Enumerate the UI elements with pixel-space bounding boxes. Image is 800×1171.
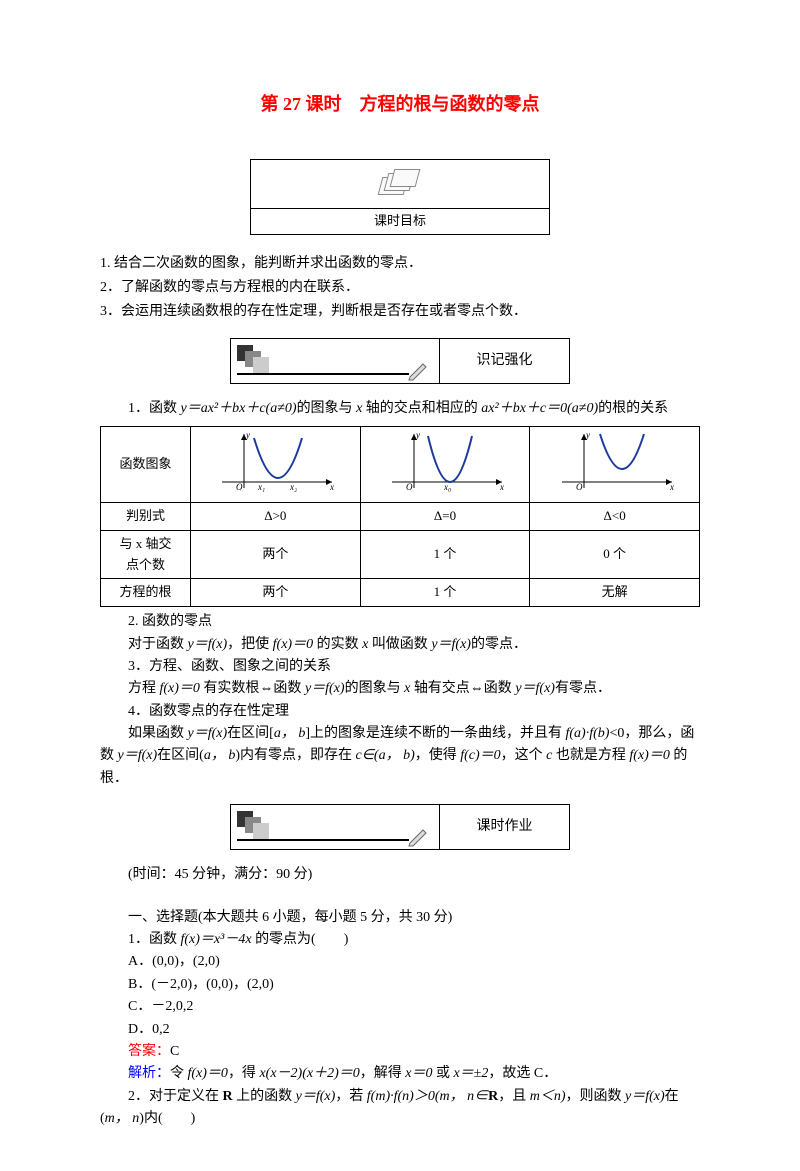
svg-text:y: y: [245, 430, 250, 440]
svg-text:x: x: [499, 482, 504, 492]
objective-1: 1. 结合二次函数的图象，能判断并求出函数的零点．: [100, 253, 700, 275]
p4-body: 如果函数 y＝f(x)在区间[a， b]上的图象是连续不断的一条曲线，并且有 f…: [100, 723, 700, 790]
p3-body: 方程 f(x)＝0 有实数根⇔函数 y＝f(x)的图象与 x 轴有交点⇔函数 y…: [100, 678, 700, 700]
svg-text:x: x: [329, 482, 334, 492]
row-head-disc: 判别式: [101, 502, 191, 530]
graph-cell-2: O y x x₀: [360, 427, 530, 503]
q1-opt-d: D．0,2: [100, 1019, 700, 1041]
p1-end: 的根的关系: [598, 401, 668, 416]
relation-table: 函数图象 O y x x₁ x₂ O: [100, 426, 700, 607]
graph-cell-3: O y x: [530, 427, 700, 503]
p4-head: 4．函数零点的存在性定理: [100, 701, 700, 723]
p1-eq2: ax²＋bx＋c＝0(a≠0): [481, 401, 598, 416]
row-head-graph: 函数图象: [101, 427, 191, 503]
p2-body: 对于函数 y＝f(x)，把使 f(x)＝0 的实数 x 叫做函数 y＝f(x)的…: [100, 634, 700, 656]
cell-int-1: 两个: [191, 530, 361, 579]
svg-text:y: y: [415, 430, 420, 440]
svg-text:O: O: [406, 482, 413, 492]
svg-text:x₁: x₁: [257, 482, 265, 492]
row-head-intersect: 与 x 轴交 点个数: [101, 530, 191, 579]
p1-mid2: 轴的交点和相应的: [362, 401, 481, 416]
q1-solution: 解析：令 f(x)＝0，得 x(x－2)(x＋2)＝0，解得 x＝0 或 x＝±…: [100, 1063, 700, 1085]
section-box-homework: 课时作业: [230, 804, 570, 850]
q2-stem: 2．对于定义在 R 上的函数 y＝f(x)，若 f(m)·f(n)＞0(m， n…: [100, 1086, 700, 1131]
cell-disc-1: Δ>0: [191, 502, 361, 530]
p1-mid: 的图象与: [297, 401, 357, 416]
q1-opt-b: B．(－2,0)，(0,0)，(2,0): [100, 974, 700, 996]
para-1: 1．函数 y＝ax²＋bx＋c(a≠0)的图象与 x 轴的交点和相应的 ax²＋…: [100, 398, 700, 420]
cell-root-3: 无解: [530, 579, 700, 607]
cell-int-3: 0 个: [530, 530, 700, 579]
p1-pre: 1．函数: [128, 401, 181, 416]
section-label-homework: 课时作业: [439, 805, 569, 849]
time-note: (时间：45 分钟，满分：90 分): [100, 864, 700, 886]
svg-text:x₂: x₂: [289, 482, 297, 492]
objective-3: 3．会运用连续函数根的存在性定理，判断根是否存在或者零点个数．: [100, 301, 700, 323]
svg-text:y: y: [585, 430, 590, 440]
goal-icon: [251, 160, 549, 208]
mc-head: 一、选择题(本大题共 6 小题，每小题 5 分，共 30 分): [100, 907, 700, 929]
p2-head: 2. 函数的零点: [100, 611, 700, 633]
cell-root-2: 1 个: [360, 579, 530, 607]
svg-text:x: x: [669, 482, 674, 492]
cell-disc-3: Δ<0: [530, 502, 700, 530]
goal-box: 课时目标: [250, 159, 550, 235]
answer-label: 答案：: [128, 1044, 170, 1059]
pen-icon: [407, 823, 431, 847]
svg-text:x₀: x₀: [443, 482, 451, 492]
cell-root-1: 两个: [191, 579, 361, 607]
p1-eq1: y＝ax²＋bx＋c(a≠0): [181, 401, 297, 416]
pen-icon: [407, 357, 431, 381]
page-title: 第 27 课时 方程的根与函数的零点: [100, 90, 700, 119]
p3-head: 3．方程、函数、图象之间的关系: [100, 656, 700, 678]
q1-opt-c: C．－2,0,2: [100, 996, 700, 1018]
row-head-roots: 方程的根: [101, 579, 191, 607]
section-label-memorize: 识记强化: [439, 339, 569, 383]
svg-text:O: O: [236, 482, 243, 492]
q1-answer: 答案：C: [100, 1041, 700, 1063]
graph-cell-1: O y x x₁ x₂: [191, 427, 361, 503]
cell-disc-2: Δ=0: [360, 502, 530, 530]
solution-label: 解析：: [128, 1066, 170, 1081]
goal-caption: 课时目标: [251, 208, 549, 234]
q1-opt-a: A．(0,0)，(2,0): [100, 951, 700, 973]
svg-text:O: O: [576, 482, 583, 492]
section-box-memorize: 识记强化: [230, 338, 570, 384]
cell-int-2: 1 个: [360, 530, 530, 579]
objective-2: 2．了解函数的零点与方程根的内在联系．: [100, 277, 700, 299]
q1-stem: 1．函数 f(x)＝x³－4x 的零点为( ): [100, 929, 700, 951]
